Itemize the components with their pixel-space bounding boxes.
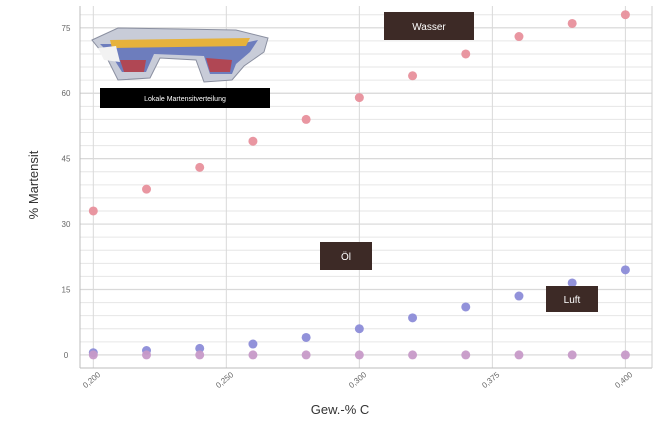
y-tick-label: 75 xyxy=(62,24,71,33)
data-point-wasser xyxy=(301,114,311,124)
y-tick-label: 45 xyxy=(62,155,71,164)
data-point-oel xyxy=(461,302,471,312)
legend-wasser: Wasser xyxy=(384,12,474,40)
data-point-wasser xyxy=(461,49,471,59)
data-point-luft xyxy=(514,350,524,360)
legend-wasser-label: Wasser xyxy=(412,22,446,33)
data-point-oel xyxy=(567,278,577,288)
x-tick-label: 0,200 xyxy=(81,370,103,390)
data-point-luft xyxy=(142,350,152,360)
data-point-wasser xyxy=(354,93,364,103)
inset-image xyxy=(91,27,269,83)
data-point-luft xyxy=(461,350,471,360)
legend-luft-label: Luft xyxy=(564,295,581,306)
data-point-wasser xyxy=(142,184,152,194)
data-point-oel xyxy=(514,291,524,301)
y-tick-label: 30 xyxy=(62,220,71,229)
data-point-wasser xyxy=(408,71,418,81)
data-point-luft xyxy=(620,350,630,360)
data-point-oel xyxy=(301,332,311,342)
data-point-wasser xyxy=(514,32,524,42)
x-tick-label: 0,300 xyxy=(347,370,369,390)
data-point-luft xyxy=(354,350,364,360)
y-axis-ticks: 0 15 30 45 60 75 xyxy=(62,24,71,360)
x-tick-label: 0,400 xyxy=(613,370,635,390)
legend-oel-label: Öl xyxy=(341,251,351,263)
data-point-wasser xyxy=(88,206,98,216)
data-point-oel xyxy=(408,313,418,323)
data-point-wasser xyxy=(620,10,630,20)
data-point-oel xyxy=(620,265,630,275)
data-point-oel xyxy=(248,339,258,349)
y-tick-label: 60 xyxy=(62,89,71,98)
grid xyxy=(79,6,653,369)
x-axis-ticks: 0,200 0,250 0,300 0,375 0,400 xyxy=(81,370,635,390)
inset-label: Lokale Martensitverteilung xyxy=(144,96,226,103)
data-point-luft xyxy=(301,350,311,360)
data-point-luft xyxy=(567,350,577,360)
data-point-wasser xyxy=(248,136,258,146)
data-point-wasser xyxy=(567,18,577,28)
data-point-luft xyxy=(88,350,98,360)
y-tick-label: 15 xyxy=(62,285,71,294)
data-point-wasser xyxy=(195,162,205,172)
y-tick-label: 0 xyxy=(64,351,69,360)
legend-luft: Luft xyxy=(546,286,598,312)
x-tick-label: 0,250 xyxy=(214,370,236,390)
legend-oel: Öl xyxy=(320,242,372,270)
x-tick-label: 0,375 xyxy=(480,370,502,390)
data-point-luft xyxy=(195,350,205,360)
data-point-luft xyxy=(408,350,418,360)
y-axis-title: % Martensit xyxy=(26,150,41,219)
data-point-luft xyxy=(248,350,258,360)
data-point-oel xyxy=(354,324,364,334)
data-point-oel xyxy=(195,343,205,353)
inset-label-box: Lokale Martensitverteilung xyxy=(100,88,270,108)
x-axis-title: Gew.-% C xyxy=(311,402,370,417)
data-points xyxy=(88,10,630,360)
